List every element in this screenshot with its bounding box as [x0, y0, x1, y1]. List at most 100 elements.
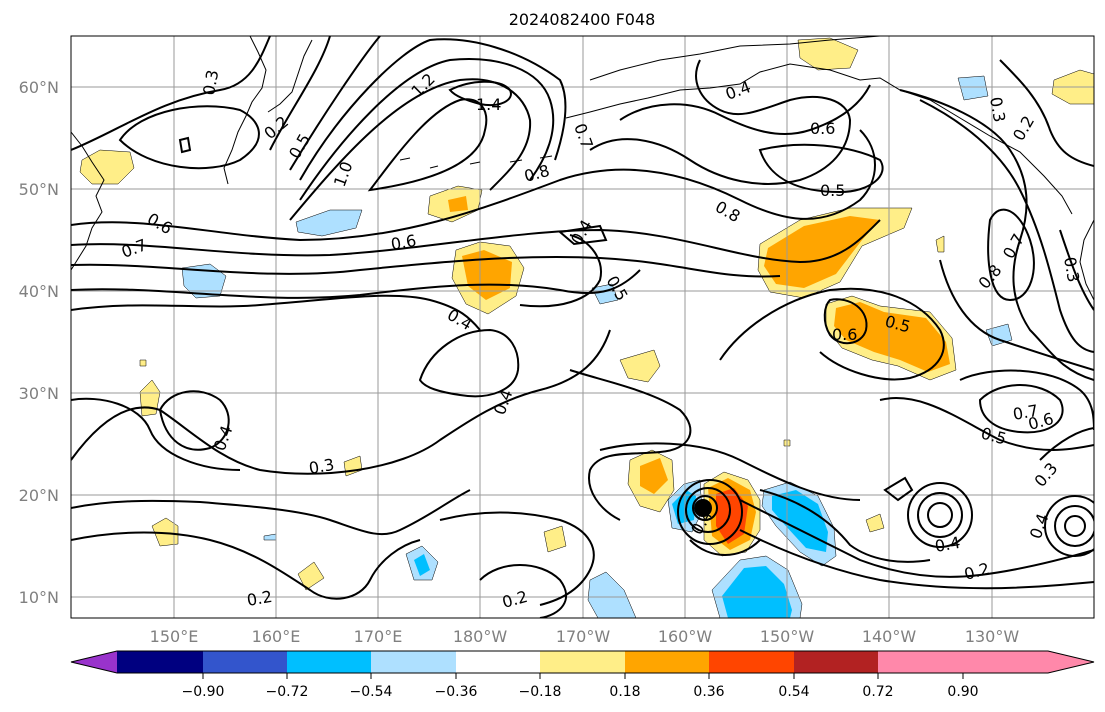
contour-label: 0.4 — [1026, 511, 1053, 541]
contour-line — [987, 208, 1035, 302]
contour-label: 0.4 — [567, 216, 596, 248]
contour-line — [569, 369, 692, 521]
coastline-kamchatka — [223, 36, 267, 185]
colorbar-label: 0.90 — [947, 684, 978, 700]
contour-line — [677, 479, 743, 545]
contour-line — [289, 78, 532, 221]
lon-label: 160°W — [658, 627, 713, 646]
shade-positive-region — [797, 37, 859, 71]
contour-label: 0.6 — [810, 119, 835, 138]
contour-line — [439, 511, 595, 606]
shade-strong-positive — [462, 250, 512, 300]
contour-label: 0.6 — [144, 209, 176, 238]
colorbar-swatch — [878, 651, 1094, 673]
contour-label: 0.3 — [199, 68, 222, 96]
shade-negative-region — [587, 571, 637, 618]
contour-line — [367, 98, 488, 192]
colorbar-swatch — [71, 651, 117, 673]
map-frame — [70, 35, 1095, 619]
contour-label: 0.4 — [723, 77, 753, 104]
contour-line — [71, 294, 481, 331]
latitude-labels: 60°N 50°N 40°N 30°N 20°N 10°N — [19, 78, 59, 607]
shade-negative-region — [957, 75, 989, 101]
storm-center-marker — [694, 499, 712, 517]
contour-line — [917, 492, 963, 538]
contours — [71, 36, 1094, 618]
colorbar-label: −0.72 — [266, 684, 309, 700]
shade-strong-positive — [834, 302, 950, 372]
contour-label: 1.4 — [476, 95, 501, 114]
coastlines — [71, 36, 1094, 301]
shade-negative-region — [181, 263, 227, 299]
contour-label: 0.6 — [389, 231, 417, 254]
contour-line — [939, 259, 1094, 371]
gridlines — [71, 36, 1094, 618]
coastline-alaska — [565, 63, 1073, 215]
contour-line — [589, 59, 852, 185]
contour-line — [299, 58, 555, 201]
contour-line — [927, 502, 953, 528]
colorbar-label: −0.18 — [519, 684, 562, 700]
contour-line — [71, 531, 421, 600]
colorbar: −0.90 −0.72 −0.54 −0.36 −0.18 0.18 0.36 … — [70, 650, 1095, 700]
colorbar-label: −0.54 — [350, 684, 393, 700]
colorbar-swatch — [456, 651, 540, 673]
shade-strong-positive — [764, 216, 880, 288]
contour-label: 0.2 — [500, 587, 530, 612]
contour-line — [479, 564, 567, 618]
colorbar-label: 0.18 — [609, 684, 640, 700]
lon-label: 140°W — [862, 627, 917, 646]
contour-line — [879, 397, 1094, 451]
contour-label: 0.6 — [832, 325, 857, 344]
coastline-alaska-north — [589, 36, 881, 81]
contour-line — [692, 495, 718, 521]
contour-label: 0.4 — [490, 387, 517, 417]
contour-line — [71, 129, 876, 242]
contour-line — [1054, 505, 1094, 547]
contour-label: 0.5 — [820, 181, 845, 200]
colorbar-swatch — [203, 651, 287, 673]
lon-label: 160°E — [252, 627, 301, 646]
colorbar-swatch — [794, 651, 878, 673]
contour-line — [685, 487, 731, 533]
contour-line — [71, 36, 271, 151]
lon-label: 170°W — [556, 627, 611, 646]
coastline-na-west — [1079, 219, 1094, 301]
lon-label: 170°E — [354, 627, 403, 646]
colorbar-swatch — [709, 651, 794, 673]
contour-label: 0.7 — [1011, 401, 1039, 424]
shade-negative-region — [263, 533, 277, 541]
contour-label: 0.2 — [962, 559, 992, 584]
contour-label: 0.7 — [999, 230, 1028, 262]
contour-line — [759, 489, 931, 563]
contour-line — [719, 287, 945, 381]
contour-label: 1.2 — [407, 69, 438, 100]
colorbar-swatch — [287, 651, 371, 673]
lat-label: 20°N — [19, 486, 59, 505]
contour-line — [883, 476, 914, 502]
lon-label: 180°W — [453, 627, 508, 646]
colorbar-label: 0.54 — [778, 684, 809, 700]
shade-positive-region — [865, 513, 885, 533]
map-plot-area: 0.3 0.2 0.5 1.0 1.2 1.4 0.7 0.8 0.6 0.4 … — [71, 36, 1094, 618]
colorbar-outline — [70, 650, 1095, 674]
lon-label: 150°W — [760, 627, 815, 646]
shade-strong-positive — [448, 196, 468, 212]
shade-positive-region — [139, 379, 161, 417]
colorbar-label: −0.36 — [435, 684, 478, 700]
contour-line — [599, 442, 861, 501]
contour-line — [999, 59, 1094, 167]
shade-positive-region — [543, 525, 567, 553]
shade-strong-negative — [414, 554, 430, 576]
contour-line — [689, 539, 761, 556]
contour-line — [919, 99, 1094, 353]
contour-label: 0.5 — [285, 130, 314, 162]
contour-line — [619, 84, 871, 136]
contour-line — [178, 136, 192, 154]
colorbar-swatch — [117, 651, 203, 673]
lat-label: 10°N — [19, 588, 59, 607]
shade-positive-region — [935, 235, 945, 253]
contour-line — [899, 89, 1094, 381]
shade-positive-region — [139, 359, 147, 367]
